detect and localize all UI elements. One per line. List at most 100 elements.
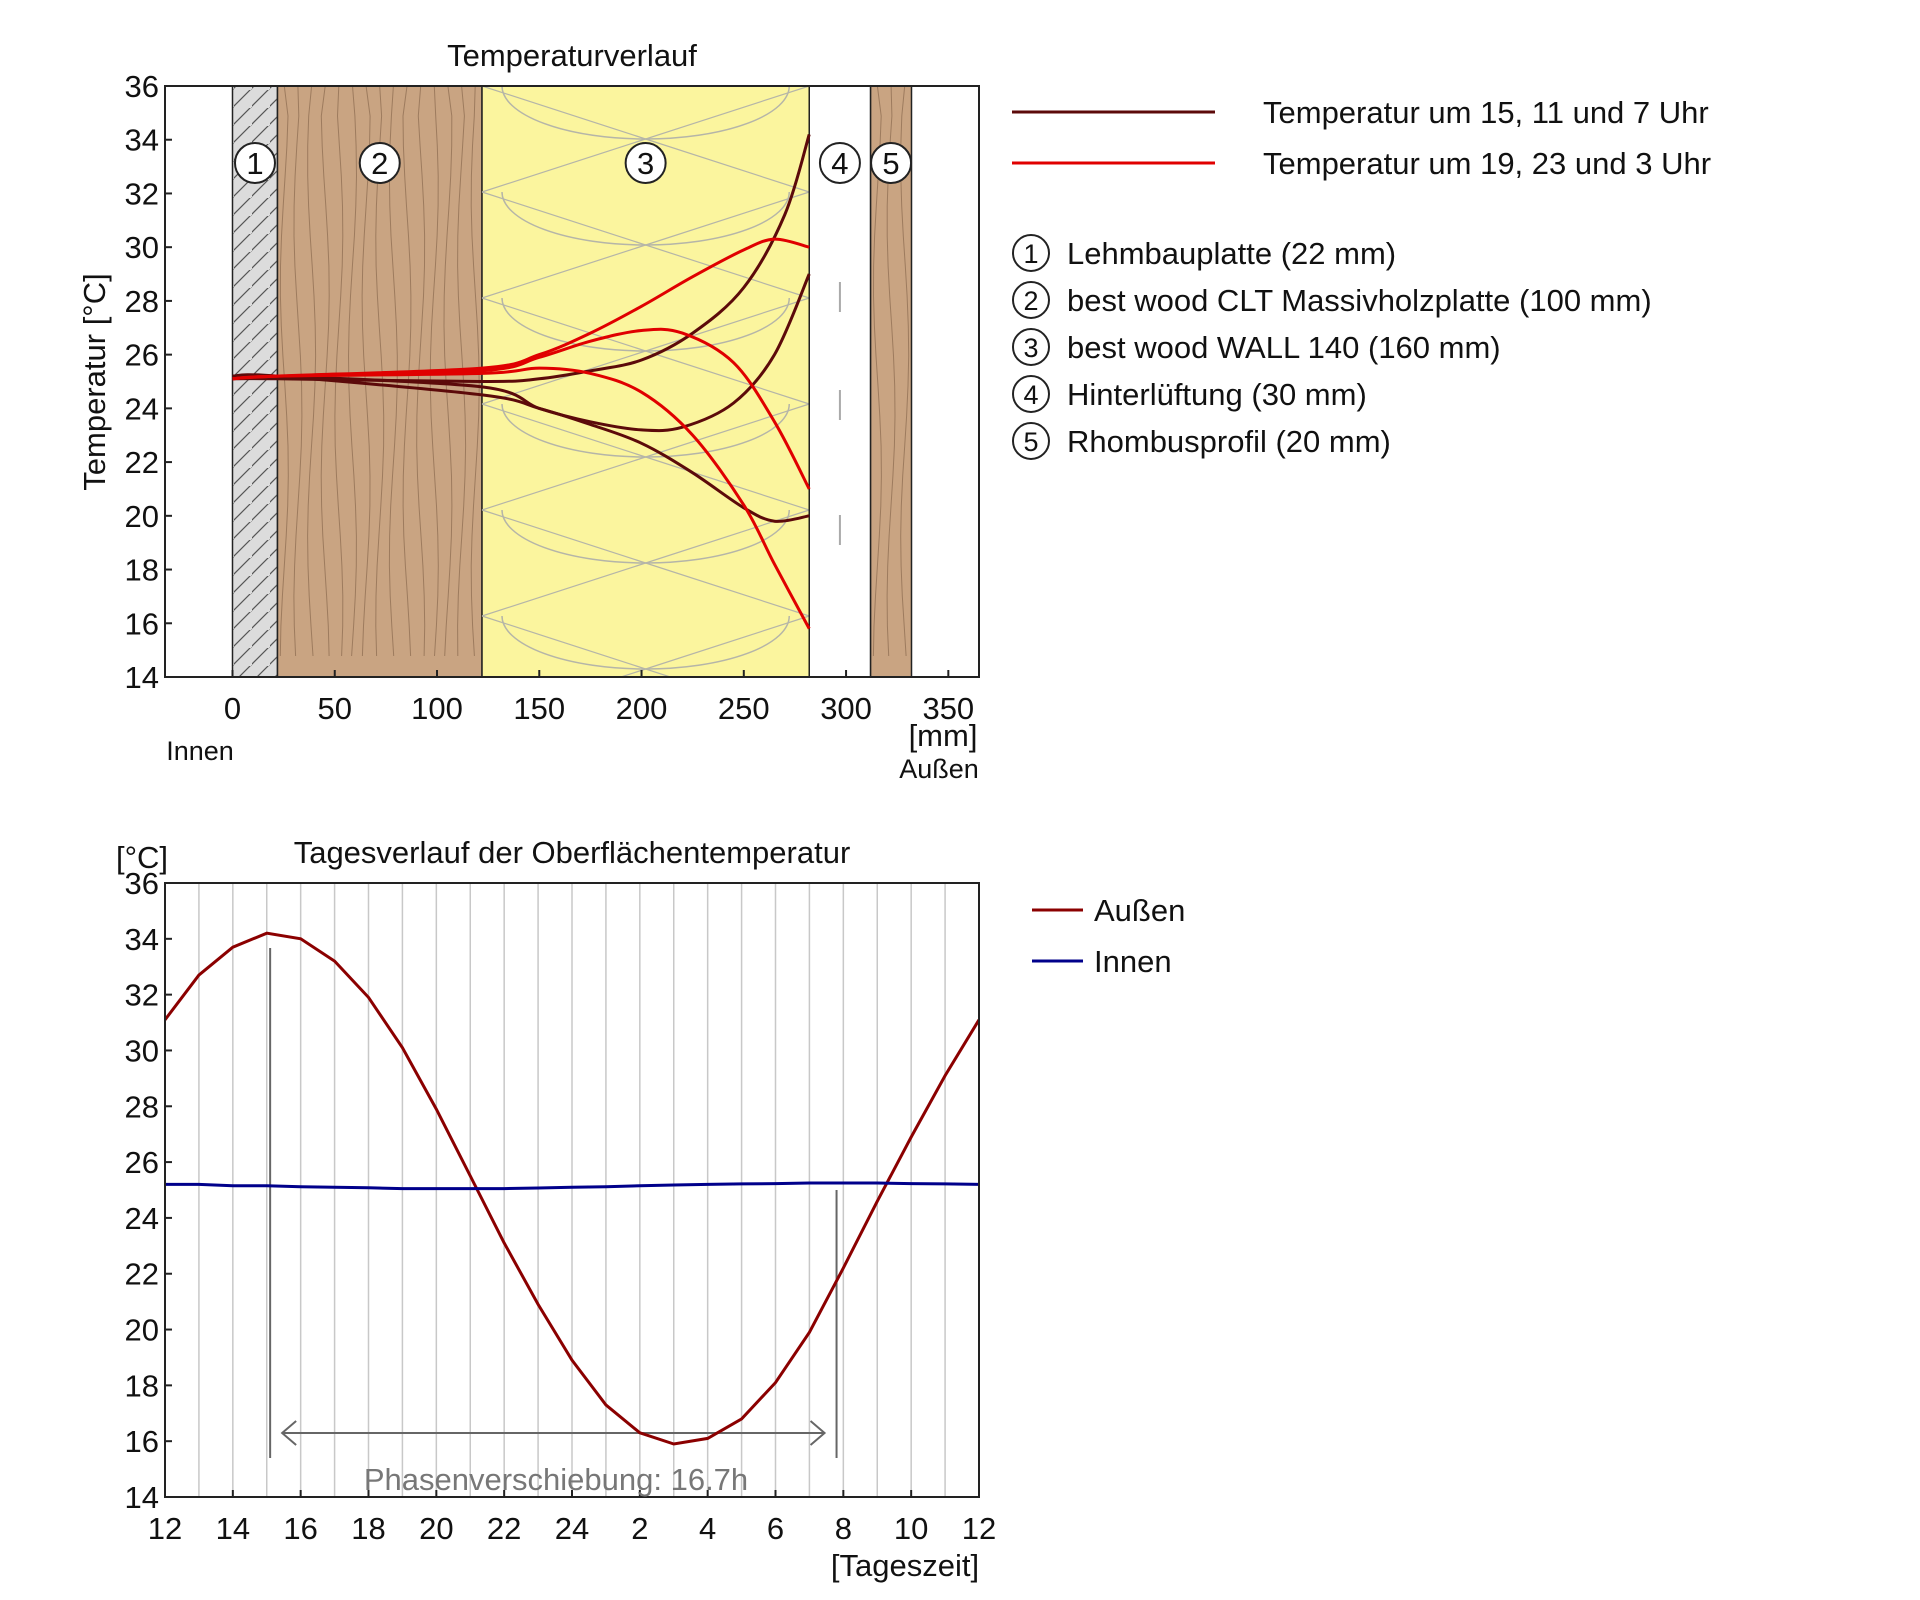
chart2-title: Tagesverlauf der Oberflächentemperatur: [294, 835, 851, 870]
layer-legend-number: 2: [1023, 286, 1038, 316]
x-tick-label: 50: [318, 691, 352, 726]
layer-legend-item: 4 Hinterlüftung (30 mm): [1012, 375, 1367, 413]
x-tick-label: 10: [894, 1511, 928, 1546]
y-tick-label: 30: [125, 1033, 159, 1068]
y-tick-label: 14: [125, 660, 159, 695]
y-tick-label: 28: [125, 1089, 159, 1124]
layer-1: 1: [231, 86, 279, 677]
insulation-line: [481, 403, 810, 511]
layer-number-circle: [624, 142, 667, 184]
y-tick-label: 32: [125, 176, 159, 211]
y-tick-label: 26: [125, 1145, 159, 1180]
layer-number-circle: [818, 142, 861, 184]
insulation-line: [481, 297, 810, 405]
layer-1-hatching: [232, 86, 278, 677]
y-tick-label: 24: [125, 1201, 159, 1236]
insulation-line: [481, 86, 810, 193]
wood-grain-line: [361, 86, 371, 657]
layer-legend-number: 4: [1023, 380, 1038, 410]
phase-shift-marker: [269, 948, 838, 1458]
layer-legend-number-circle: [1012, 281, 1050, 319]
chart1-outer-label: Außen: [899, 754, 979, 784]
x-tick-label: 12: [962, 1511, 996, 1546]
x-tick-label: 300: [820, 691, 872, 726]
insulation-line: [618, 615, 810, 677]
layer-legend-number-circle: [1012, 328, 1050, 366]
x-tick-label: 0: [224, 691, 241, 726]
y-tick-label: 22: [125, 1257, 159, 1292]
layer-4: 4: [808, 86, 872, 677]
layer-4-band: [808, 86, 872, 677]
y-tick-label: 30: [125, 230, 159, 265]
layer-legend: 1 Lehmbauplatte (22 mm) 2 best wood CLT Mas…: [1012, 234, 1652, 460]
layer-legend-number: 1: [1023, 239, 1038, 269]
layer-number-label: 2: [371, 146, 388, 181]
chart2-y-axis: 14 16 18 20 22 24 26 28 30 32 34 36: [125, 866, 172, 1515]
y-tick-label: 28: [125, 284, 159, 319]
phase-shift-label: Phasenverschiebung: 16.7h: [364, 1462, 748, 1497]
wood-grain-line: [347, 86, 358, 657]
y-tick-label: 22: [125, 445, 159, 480]
temperature-curve-3: [232, 373, 810, 523]
x-tick-label: 22: [487, 1511, 521, 1546]
chart1-x-axis-unit: [mm]: [909, 718, 978, 753]
chart2-x-axis-label: [Tageszeit]: [831, 1548, 979, 1583]
layer-legend-label: Rhombusprofil (20 mm): [1067, 424, 1391, 459]
layer-legend-item: 5 Rhombusprofil (20 mm): [1012, 422, 1391, 460]
x-tick-label: 4: [699, 1511, 716, 1546]
layer-number-label: 1: [246, 146, 263, 181]
layer-legend-number-circle: [1012, 234, 1050, 272]
layer-4-marker: 4: [818, 142, 861, 184]
x-tick-label: 6: [767, 1511, 784, 1546]
layer-legend-label: Lehmbauplatte (22 mm): [1067, 236, 1396, 271]
layer-number-circle: [358, 142, 401, 184]
chart2-y-axis-unit: [°C]: [116, 840, 168, 875]
layer-1-marker: 1: [233, 142, 276, 184]
layer-number-label: 3: [637, 146, 654, 181]
insulation-line: [481, 509, 810, 617]
x-tick-label: 250: [718, 691, 770, 726]
layer-number-label: 5: [882, 146, 899, 181]
y-tick-label: 18: [125, 1368, 159, 1403]
phase-arrow-head-left: [280, 1420, 297, 1446]
layer-number-circle: [870, 142, 913, 184]
x-tick-label: 20: [419, 1511, 453, 1546]
layer-legend-item: 2 best wood CLT Massivholzplatte (100 mm): [1012, 281, 1652, 319]
y-tick-label: 32: [125, 978, 159, 1013]
layer-legend-label: best wood CLT Massivholzplatte (100 mm): [1067, 283, 1652, 318]
layer-legend-number: 5: [1023, 427, 1038, 457]
y-tick-label: 36: [125, 866, 159, 901]
layer-number-label: 4: [831, 146, 848, 181]
y-tick-label: 24: [125, 391, 159, 426]
x-tick-label: 14: [216, 1511, 250, 1546]
x-tick-label: 200: [616, 691, 668, 726]
x-tick-label: 18: [351, 1511, 385, 1546]
layer-3-marker: 3: [624, 142, 667, 184]
legend-label-dark-red: Temperatur um 15, 11 und 7 Uhr: [1263, 95, 1709, 130]
layer-5-marker: 5: [870, 142, 913, 184]
temperature-curve-2: [232, 273, 811, 433]
insulation-wave: [502, 722, 789, 775]
chart1-series: [232, 133, 811, 630]
wood-grain-line: [320, 86, 330, 657]
layer-legend-item: 3 best wood WALL 140 (160 mm): [1012, 328, 1501, 366]
layer-legend-item: 1 Lehmbauplatte (22 mm): [1012, 234, 1396, 272]
y-tick-label: 14: [125, 1480, 159, 1515]
wood-grain-line: [279, 86, 289, 657]
chart1-x-axis: 0 50 100 150 200 250 300 350: [224, 670, 974, 726]
surface-temperature-chart: Tagesverlauf der Oberflächentemperatur […: [116, 835, 996, 1583]
insulation-line: [482, 722, 809, 828]
x-tick-label: 8: [835, 1511, 852, 1546]
chart2-x-axis: 12 14 16 18 20 22 24 2 4 6 8 10 12: [148, 1490, 996, 1546]
y-tick-label: 36: [125, 69, 159, 104]
x-tick-label: 350: [922, 691, 974, 726]
legend-label-red: Temperatur um 19, 23 und 3 Uhr: [1263, 146, 1711, 181]
chart1-title: Temperaturverlauf: [447, 38, 697, 73]
chart1-y-axis: 14 16 18 20 22 24 26 28 30 32 34 36: [125, 69, 172, 695]
chart2-series: [165, 931, 979, 1446]
y-tick-label: 16: [125, 1424, 159, 1459]
series-line-außen: [165, 931, 979, 1446]
x-tick-label: 24: [555, 1511, 589, 1546]
layer-legend-number-circle: [1012, 422, 1050, 460]
